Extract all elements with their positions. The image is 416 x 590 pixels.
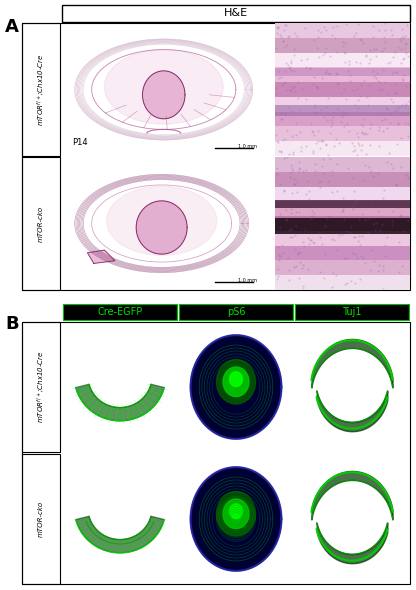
- Bar: [275, 141, 410, 156]
- Bar: [275, 186, 410, 201]
- Polygon shape: [76, 384, 164, 421]
- Bar: [275, 126, 410, 141]
- Text: Tuj1: Tuj1: [342, 307, 362, 317]
- Bar: [275, 231, 410, 245]
- Bar: [275, 112, 410, 126]
- Text: E14.5: E14.5: [67, 435, 89, 444]
- Bar: [275, 275, 410, 290]
- Bar: [275, 97, 410, 112]
- Circle shape: [216, 359, 255, 404]
- Text: Cre-EGFP: Cre-EGFP: [97, 307, 143, 317]
- Bar: [22, 157, 60, 290]
- Bar: [275, 53, 410, 67]
- Bar: [275, 106, 410, 116]
- Text: A: A: [5, 18, 19, 36]
- Polygon shape: [143, 71, 185, 119]
- Bar: [275, 216, 410, 231]
- Text: B: B: [5, 315, 19, 333]
- Bar: [275, 199, 410, 208]
- Bar: [275, 260, 410, 275]
- Circle shape: [106, 186, 217, 255]
- Bar: [295, 304, 409, 320]
- Bar: [275, 218, 410, 234]
- Polygon shape: [76, 516, 164, 553]
- Bar: [22, 322, 60, 452]
- Bar: [62, 5, 410, 22]
- Bar: [275, 82, 410, 97]
- Text: $mTOR^{f/+}$;Chx10-Cre: $mTOR^{f/+}$;Chx10-Cre: [35, 350, 47, 423]
- Bar: [275, 157, 410, 172]
- Bar: [275, 201, 410, 216]
- Text: P14: P14: [73, 137, 88, 147]
- Text: mTOR-cko: mTOR-cko: [38, 501, 44, 537]
- Bar: [275, 172, 410, 186]
- Bar: [22, 454, 60, 584]
- Text: pS6: pS6: [227, 307, 245, 317]
- Circle shape: [223, 367, 249, 396]
- Bar: [22, 23, 410, 290]
- Text: $mTOR^{f/+}$;Chx10-Cre: $mTOR^{f/+}$;Chx10-Cre: [35, 53, 47, 126]
- Text: mTOR-cko: mTOR-cko: [38, 205, 44, 241]
- Circle shape: [230, 372, 243, 386]
- Bar: [63, 304, 177, 320]
- Text: H&E: H&E: [224, 8, 248, 18]
- Text: 1.0 mm: 1.0 mm: [238, 278, 257, 283]
- Polygon shape: [87, 250, 115, 263]
- Circle shape: [230, 504, 243, 519]
- Bar: [275, 38, 410, 53]
- Bar: [275, 245, 410, 260]
- Polygon shape: [136, 201, 187, 254]
- Circle shape: [104, 50, 223, 124]
- Circle shape: [216, 491, 255, 536]
- Bar: [275, 67, 410, 82]
- Bar: [179, 304, 293, 320]
- Bar: [22, 322, 410, 584]
- Bar: [275, 68, 410, 76]
- Circle shape: [191, 335, 282, 439]
- Bar: [275, 23, 410, 38]
- Circle shape: [191, 467, 282, 571]
- Bar: [22, 23, 60, 156]
- Text: 1.0 mm: 1.0 mm: [238, 145, 257, 149]
- Circle shape: [223, 499, 249, 529]
